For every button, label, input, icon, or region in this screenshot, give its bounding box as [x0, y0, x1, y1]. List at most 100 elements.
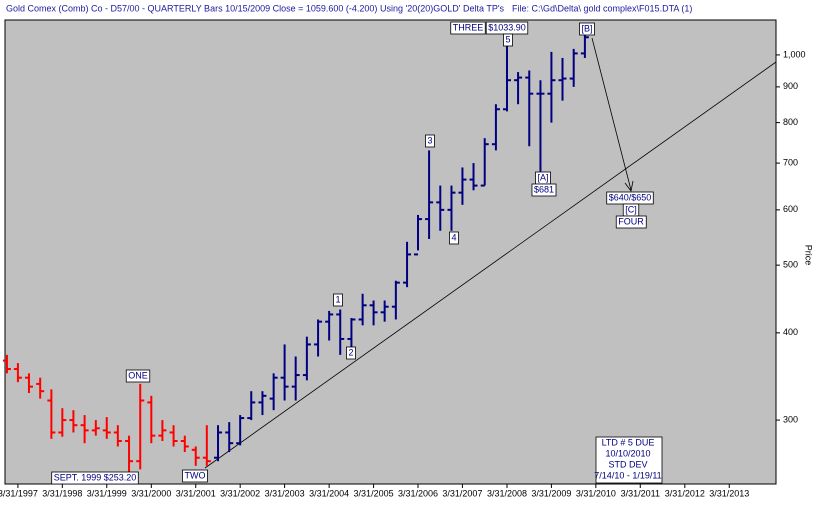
ohlc-bar — [80, 415, 89, 444]
ohlc-bar — [125, 435, 134, 473]
annotation-box — [51, 471, 139, 485]
annotation: 10/10/2010 — [605, 448, 650, 458]
x-tick-label: 3/31/2012 — [665, 488, 705, 498]
ohlc-bar — [391, 280, 400, 320]
annotation: 7/14/10 - 1/19/11 — [594, 470, 661, 480]
x-tick-label: 3/31/2011 — [621, 488, 660, 498]
ohlc-bar — [480, 138, 489, 187]
ohlc-bar — [136, 383, 145, 470]
plot-area — [4, 19, 777, 485]
ohlc-bar — [158, 420, 167, 442]
x-tick-label: 3/31/1998 — [42, 488, 82, 498]
ohlc-bar — [180, 435, 189, 453]
x-tick-label: 3/31/2003 — [265, 488, 305, 498]
annotation: STD DEV — [608, 459, 647, 469]
x-tick-label: 3/31/2008 — [487, 488, 527, 498]
ohlc-bar — [336, 309, 345, 355]
ohlc-bar — [269, 373, 278, 411]
ohlc-bar — [191, 446, 200, 466]
ohlc-bar — [69, 410, 78, 433]
ohlc-bar — [58, 408, 67, 437]
annotation-box — [579, 22, 595, 36]
ohlc-bar — [469, 163, 478, 191]
x-tick-label: 3/31/2007 — [442, 488, 482, 498]
annotation-box — [449, 231, 459, 245]
note-box — [595, 436, 663, 484]
annotation: 4 — [451, 232, 456, 242]
ohlc-bar — [403, 241, 412, 288]
ohlc-bar — [225, 422, 234, 453]
x-tick-label: 3/31/2006 — [398, 488, 438, 498]
y-tick-label: 300 — [783, 414, 798, 424]
ohlc-bar — [291, 356, 300, 401]
annotation: [A] — [537, 172, 548, 182]
annotation: $640/$650 — [609, 192, 652, 202]
ohlc-bar — [236, 415, 245, 446]
x-tick-label: 3/31/2004 — [309, 488, 349, 498]
ohlc-bar — [380, 300, 389, 322]
ohlc-bar — [425, 150, 434, 240]
annotation: THREE — [453, 22, 484, 32]
source-file: File: C:\Gd\Delta\ gold complex\F015.DTA… — [512, 3, 692, 13]
ohlc-bar — [414, 214, 423, 256]
ohlc-bar — [369, 300, 378, 326]
annotation: SEPT. 1999 $253.20 — [54, 472, 137, 482]
ohlc-bar — [47, 389, 56, 439]
ohlc-bar — [358, 293, 367, 326]
ohlc-bar — [514, 72, 523, 105]
x-tick-label: 3/31/2000 — [131, 488, 171, 498]
annotation: ONE — [128, 370, 148, 380]
annotation-box — [182, 469, 208, 483]
ohlc-bar — [447, 185, 456, 231]
ohlc-bar — [436, 185, 445, 231]
projection-arrow — [591, 37, 632, 191]
ohlc-bar — [502, 44, 511, 112]
ohlc-bar — [24, 373, 33, 394]
y-tick-label: 600 — [783, 204, 798, 214]
ohlc-bar — [458, 167, 467, 205]
ohlc-bar — [36, 377, 45, 399]
y-tick-label: 700 — [783, 157, 798, 167]
x-tick-label: 3/31/2009 — [531, 488, 571, 498]
annotation: TWO — [185, 470, 206, 480]
y-tick-label: 500 — [783, 260, 798, 270]
ohlc-bar — [214, 425, 223, 462]
ohlc-bar — [258, 391, 267, 416]
ohlc-bar — [302, 336, 311, 381]
annotation-box — [450, 21, 486, 35]
ohlc-bar — [314, 319, 323, 357]
annotation-box — [346, 346, 356, 360]
y-tick-label: 1,000 — [783, 49, 806, 59]
ohlc-bar — [147, 395, 156, 444]
annotation-box — [125, 369, 151, 383]
ohlc-bar — [325, 310, 334, 341]
ohlc-bar — [202, 425, 211, 466]
ohlc-bar — [247, 391, 256, 421]
ohlc-bar — [102, 417, 111, 439]
x-tick-label: 3/31/1999 — [87, 488, 127, 498]
y-tick-label: 800 — [783, 117, 798, 127]
x-tick-label: 3/31/2001 — [176, 488, 216, 498]
annotation: $1033.90 — [488, 22, 526, 32]
x-tick-label: 3/31/2002 — [220, 488, 260, 498]
ohlc-bar — [13, 363, 22, 383]
ohlc-bar — [91, 420, 100, 436]
ohlc-bar — [547, 51, 556, 123]
annotation-box — [503, 33, 513, 47]
x-tick-label: 3/31/2013 — [709, 488, 749, 498]
annotation-box — [333, 293, 343, 307]
annotation: $681 — [534, 184, 554, 194]
ohlc-bar — [569, 48, 578, 87]
annotation: 5 — [505, 34, 510, 44]
annotation-box — [531, 183, 557, 197]
ohlc-bar — [2, 354, 11, 374]
annotation: 2 — [348, 347, 353, 357]
y-axis-label: Price — [804, 245, 814, 266]
ohlc-bar — [491, 104, 500, 151]
ohlc-bar — [113, 425, 122, 447]
annotation-box — [615, 215, 647, 229]
chart-subtitle: Using '20(20)GOLD' Delta TP's — [380, 3, 505, 13]
ohlc-bar — [280, 344, 289, 401]
annotation: LTD # 5 DUE — [602, 437, 655, 447]
